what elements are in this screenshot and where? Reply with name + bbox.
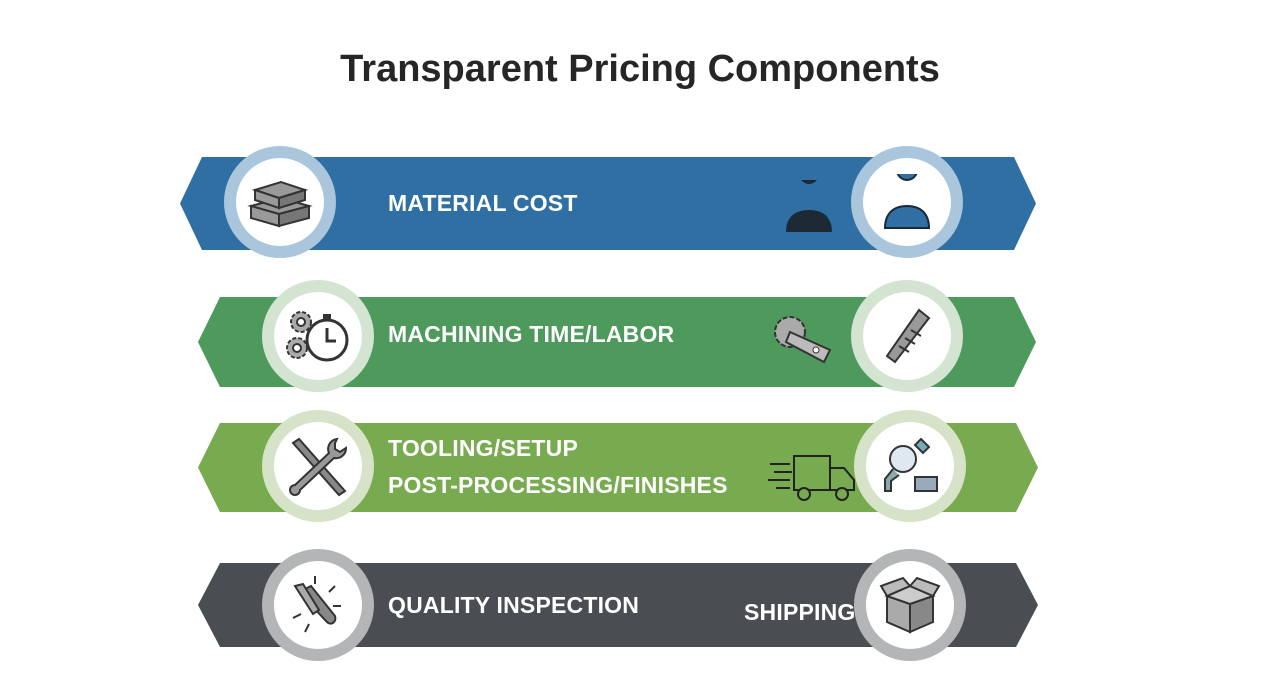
wrench-screwdriver-icon (289, 437, 348, 497)
icon-circle-left (262, 280, 374, 392)
stacked-blocks-icon (247, 180, 313, 228)
icon-circle-right (851, 146, 963, 258)
person-outline-icon (883, 174, 931, 229)
polishing-tool-icon (292, 576, 341, 633)
drill-bit-icon (885, 308, 931, 364)
gears-stopwatch-icon (286, 311, 349, 362)
icon-circle-left (262, 410, 374, 522)
delivery-truck-icon (768, 455, 855, 501)
label-tooling-setup: TOOLING/SETUP (388, 435, 579, 461)
icon-circle-left (262, 549, 374, 661)
label-shipping: SHIPPING (744, 599, 856, 625)
label-quality-inspection: QUALITY INSPECTION (388, 592, 640, 618)
icon-circle-right (854, 549, 966, 661)
person-silhouette-icon (786, 180, 832, 232)
label-post-processing: POST-PROCESSING/FINISHES (388, 472, 728, 498)
open-box-icon (879, 576, 941, 634)
icon-circle-right (854, 410, 966, 522)
magnifier-inspection-icon (884, 437, 938, 492)
icon-circle-right (851, 280, 963, 392)
saw-blade-icon (774, 316, 832, 364)
label-material-cost: MATERIAL COST (388, 190, 578, 216)
page-title: Transparent Pricing Components (340, 48, 940, 90)
icon-circle-left (224, 146, 336, 258)
label-machining: MACHINING TIME/LABOR (388, 321, 675, 347)
